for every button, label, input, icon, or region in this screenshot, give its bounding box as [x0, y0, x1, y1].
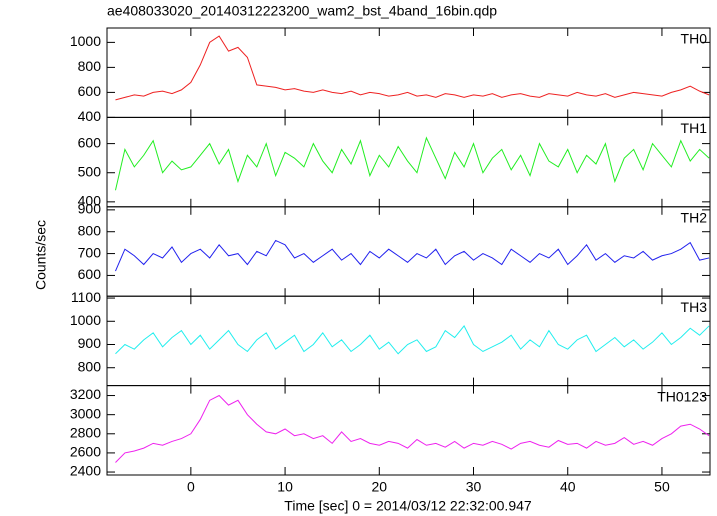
y-tick-label: 600 — [78, 266, 102, 282]
panel-name: TH1 — [681, 120, 708, 136]
x-axis-label: Time [sec] 0 = 2014/03/12 22:32:00.947 — [284, 498, 532, 514]
panel-name: TH0 — [681, 31, 708, 47]
y-tick-label: 500 — [78, 163, 102, 179]
x-tick-label: 40 — [560, 479, 576, 495]
series-line — [115, 239, 710, 272]
series-line — [115, 394, 710, 463]
y-tick-label: 400 — [78, 108, 102, 124]
panel-name: TH0123 — [657, 388, 707, 404]
y-tick-label: 600 — [78, 83, 102, 99]
panel-frame — [106, 27, 711, 118]
y-tick-label: 600 — [78, 134, 102, 150]
y-tick-label: 2400 — [70, 463, 101, 479]
series-line — [115, 35, 710, 101]
y-tick-label: 800 — [78, 58, 102, 74]
x-tick-label: 30 — [466, 479, 482, 495]
y-axis-label: Counts/sec — [33, 220, 49, 290]
y-tick-label: 3000 — [70, 405, 101, 421]
x-tick-label: 10 — [277, 479, 293, 495]
y-tick-label: 1000 — [70, 33, 101, 49]
x-tick-label: 50 — [654, 479, 670, 495]
y-tick-label: 2800 — [70, 424, 101, 440]
panel-frame — [106, 295, 711, 387]
panel-name: TH2 — [681, 210, 708, 226]
y-tick-label: 400 — [78, 193, 102, 209]
series-line — [115, 325, 710, 355]
y-tick-label: 900 — [78, 201, 102, 217]
chart-title: ae408033020_20140312223200_wam2_bst_4ban… — [107, 3, 497, 19]
y-tick-label: 1000 — [70, 312, 101, 328]
panel-name: TH3 — [681, 299, 708, 315]
y-tick-label: 900 — [78, 335, 102, 351]
series-line — [114, 136, 710, 191]
y-tick-label: 1100 — [71, 289, 101, 305]
y-tick-label: 3200 — [70, 386, 101, 402]
y-tick-label: 800 — [78, 358, 102, 374]
panel-frame — [106, 206, 711, 297]
x-tick-label: 20 — [372, 479, 388, 495]
x-tick-label: 0 — [187, 479, 195, 495]
y-tick-label: 700 — [78, 244, 102, 260]
panel-frame — [106, 385, 711, 476]
y-tick-label: 800 — [78, 222, 102, 238]
y-tick-label: 2600 — [70, 444, 101, 460]
